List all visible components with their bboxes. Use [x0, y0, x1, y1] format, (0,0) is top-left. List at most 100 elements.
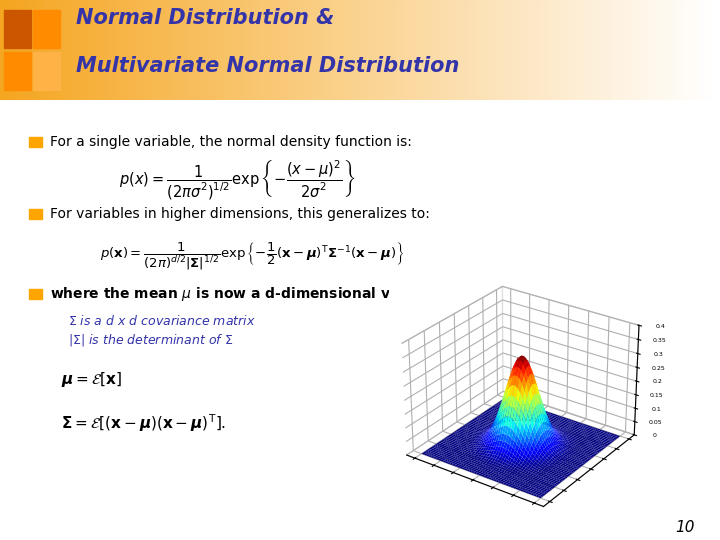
Text: $\boldsymbol{\mu} = \mathcal{E}[\mathbf{x}]$: $\boldsymbol{\mu} = \mathcal{E}[\mathbf{…	[61, 370, 122, 389]
Bar	[684, 0, 693, 100]
Bar	[338, 0, 347, 100]
Bar	[33, 52, 60, 90]
Bar	[518, 0, 527, 100]
Bar	[130, 0, 138, 100]
Bar	[461, 0, 469, 100]
Bar	[353, 0, 361, 100]
Bar	[497, 0, 505, 100]
Bar	[245, 0, 253, 100]
Bar	[540, 0, 549, 100]
Bar	[238, 0, 246, 100]
Bar	[14, 0, 23, 100]
Bar	[209, 0, 217, 100]
Bar	[288, 0, 297, 100]
Bar	[511, 0, 520, 100]
Bar	[403, 0, 412, 100]
Text: $\boldsymbol{\Sigma} = \mathcal{E}[(\mathbf{x}-\boldsymbol{\mu})(\mathbf{x}-\bol: $\boldsymbol{\Sigma} = \mathcal{E}[(\mat…	[61, 413, 226, 434]
Bar	[367, 0, 376, 100]
Bar	[266, 0, 275, 100]
Bar	[691, 0, 700, 100]
Bar	[331, 0, 340, 100]
Bar	[43, 0, 52, 100]
Bar	[29, 289, 42, 299]
Bar	[29, 209, 42, 219]
Bar	[65, 0, 73, 100]
Bar	[144, 0, 153, 100]
Bar	[425, 0, 433, 100]
Bar	[562, 0, 570, 100]
Bar	[626, 0, 635, 100]
Bar	[173, 0, 181, 100]
Bar	[281, 0, 289, 100]
Bar	[50, 0, 59, 100]
Bar	[86, 0, 95, 100]
Bar	[439, 0, 448, 100]
Text: $p(x) = \dfrac{1}{(2\pi\sigma^2)^{1/2}}\exp\left\{-\dfrac{(x-\mu)^2}{2\sigma^2}\: $p(x) = \dfrac{1}{(2\pi\sigma^2)^{1/2}}\…	[120, 158, 356, 201]
Bar	[36, 0, 45, 100]
Bar	[634, 0, 642, 100]
Bar	[576, 0, 585, 100]
Bar	[446, 0, 455, 100]
Bar	[22, 0, 30, 100]
Bar	[360, 0, 369, 100]
Bar	[605, 0, 613, 100]
Bar	[583, 0, 592, 100]
Bar	[662, 0, 671, 100]
Bar	[79, 0, 88, 100]
Bar	[670, 0, 678, 100]
Bar	[101, 0, 109, 100]
Bar	[274, 0, 282, 100]
Text: For variables in higher dimensions, this generalizes to:: For variables in higher dimensions, this…	[50, 207, 431, 221]
Text: $|\Sigma|$ is the determinant of $\Sigma$: $|\Sigma|$ is the determinant of $\Sigma…	[68, 332, 234, 348]
Bar	[166, 0, 174, 100]
Bar	[202, 0, 210, 100]
Text: $p(\mathbf{x}) = \dfrac{1}{(2\pi)^{d/2}|\mathbf{\Sigma}|^{1/2}}\exp\left\{-\dfra: $p(\mathbf{x}) = \dfrac{1}{(2\pi)^{d/2}|…	[100, 240, 404, 272]
Bar	[504, 0, 513, 100]
Bar	[526, 0, 534, 100]
Bar	[230, 0, 239, 100]
Bar	[295, 0, 304, 100]
Bar	[454, 0, 462, 100]
Bar	[324, 0, 333, 100]
Bar	[94, 0, 102, 100]
Bar	[72, 0, 81, 100]
Bar	[259, 0, 268, 100]
Bar	[648, 0, 657, 100]
Bar	[7, 0, 16, 100]
Bar	[468, 0, 477, 100]
Bar	[122, 0, 131, 100]
Bar	[108, 0, 117, 100]
Bar	[389, 0, 397, 100]
Bar	[346, 0, 354, 100]
Bar	[302, 0, 311, 100]
Bar	[590, 0, 599, 100]
Bar	[115, 0, 124, 100]
Bar	[58, 0, 66, 100]
Bar	[158, 0, 167, 100]
Bar	[0, 0, 9, 100]
Bar	[382, 0, 390, 100]
Bar	[194, 0, 203, 100]
Bar	[569, 0, 577, 100]
Bar	[418, 0, 426, 100]
Text: Multivariate Normal Distribution: Multivariate Normal Distribution	[76, 56, 459, 76]
Bar	[374, 0, 383, 100]
Bar	[698, 0, 707, 100]
Bar	[151, 0, 160, 100]
Bar	[216, 0, 225, 100]
Bar	[533, 0, 541, 100]
Bar	[4, 10, 31, 48]
Bar	[554, 0, 563, 100]
Bar	[180, 0, 189, 100]
Bar	[490, 0, 498, 100]
Bar	[482, 0, 491, 100]
Text: 10: 10	[675, 520, 695, 535]
Bar	[137, 0, 145, 100]
Bar	[410, 0, 419, 100]
Bar	[706, 0, 714, 100]
Bar	[29, 0, 37, 100]
Bar	[619, 0, 628, 100]
Bar	[396, 0, 405, 100]
Bar	[547, 0, 556, 100]
Bar	[310, 0, 318, 100]
